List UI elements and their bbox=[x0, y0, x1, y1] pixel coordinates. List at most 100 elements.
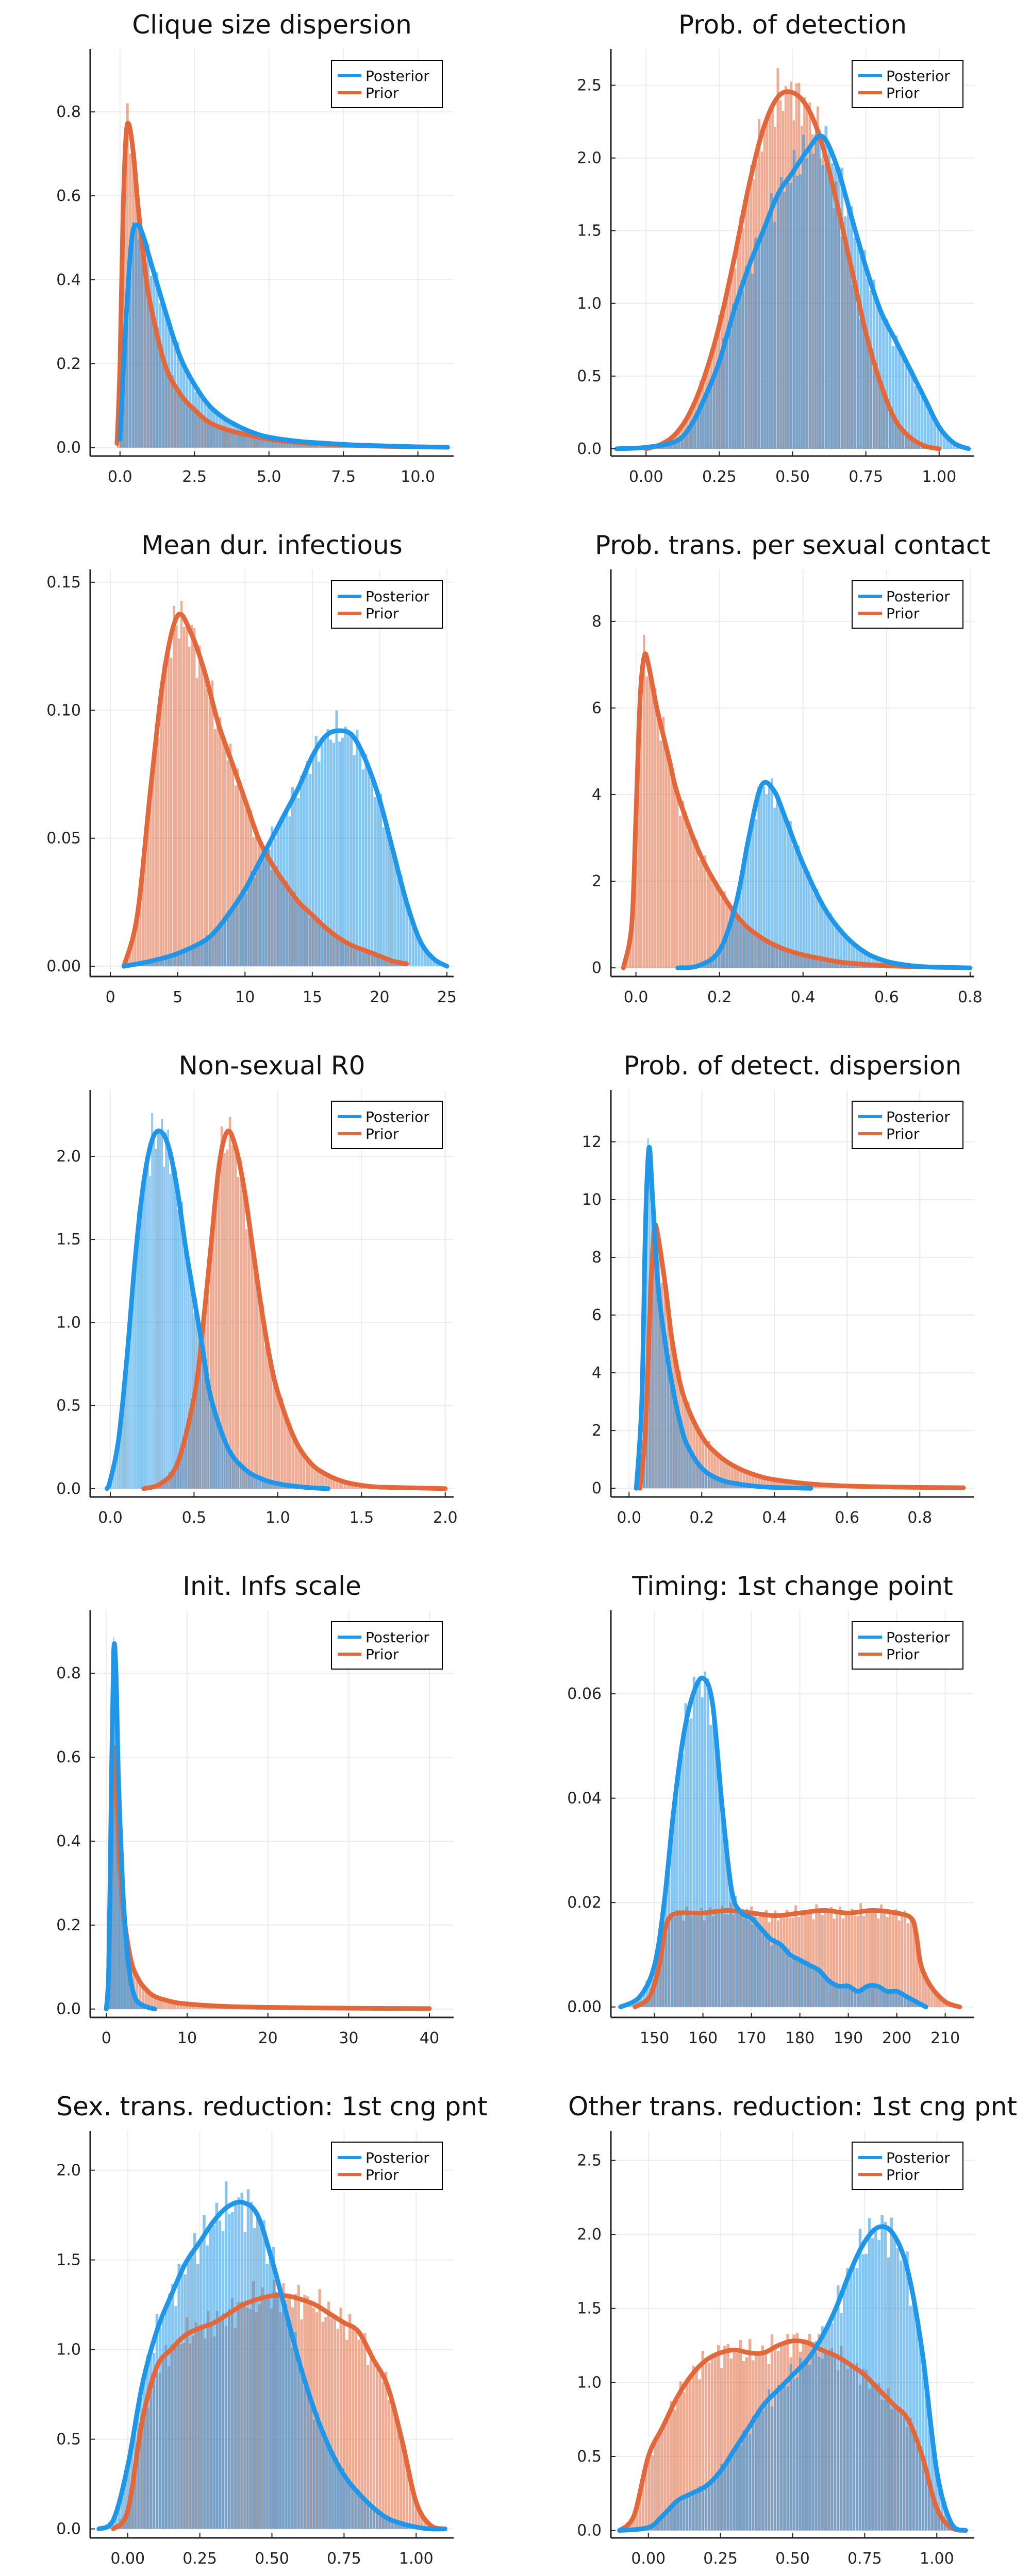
posterior-histogram-bar bbox=[728, 923, 731, 968]
x-tick-label: 0.25 bbox=[703, 2550, 738, 2568]
prior-histogram-bar bbox=[228, 1117, 231, 1489]
prior-histogram-bar bbox=[815, 1904, 818, 2007]
posterior-histogram-bar bbox=[709, 379, 712, 449]
y-tick-label: 0.0 bbox=[577, 2522, 602, 2540]
posterior-histogram-bar bbox=[188, 949, 191, 967]
posterior-histogram-bar bbox=[134, 1995, 135, 2009]
posterior-histogram-bar bbox=[698, 1462, 700, 1489]
posterior-histogram-bar bbox=[830, 163, 834, 449]
posterior-histogram-bar bbox=[863, 250, 866, 449]
posterior-histogram-bar bbox=[731, 1894, 734, 2007]
posterior-histogram-bar bbox=[290, 441, 293, 448]
prior-histogram-bar bbox=[224, 744, 227, 967]
posterior-density-line bbox=[618, 1675, 928, 2010]
prior-histogram-bar bbox=[871, 1908, 874, 2007]
posterior-histogram-bar bbox=[226, 911, 229, 967]
prior-histogram-bar bbox=[333, 2316, 336, 2529]
posterior-histogram-bar bbox=[332, 743, 335, 967]
prior-histogram-bar bbox=[930, 1988, 933, 2007]
posterior-histogram-bar bbox=[176, 952, 179, 967]
posterior-histogram-bar bbox=[742, 1918, 745, 2007]
posterior-histogram-bar bbox=[206, 402, 209, 448]
posterior-histogram-bar bbox=[690, 423, 693, 449]
posterior-histogram-bar bbox=[135, 223, 138, 448]
prior-histogram-bar bbox=[292, 1436, 294, 1489]
prior-histogram-bar bbox=[670, 770, 673, 968]
subplot-title: Prob. of detect. dispersion bbox=[624, 1051, 962, 1081]
prior-histogram-bar bbox=[723, 2346, 726, 2531]
prior-histogram-bar bbox=[330, 1476, 333, 1489]
legend-box bbox=[331, 1101, 443, 1149]
y-tick-label: 6 bbox=[592, 699, 602, 717]
posterior-histogram-bar bbox=[147, 1157, 149, 1489]
x-tick-label: 0.6 bbox=[874, 988, 899, 1006]
posterior-histogram-bar bbox=[278, 2288, 281, 2529]
posterior-histogram-bar bbox=[742, 2430, 745, 2531]
posterior-histogram-bar bbox=[676, 2500, 679, 2531]
posterior-density-line bbox=[121, 728, 450, 969]
posterior-histogram-bar bbox=[818, 131, 821, 449]
posterior-histogram-bar bbox=[682, 1427, 684, 1489]
prior-histogram-bar bbox=[346, 1483, 350, 1489]
prior-histogram-bar bbox=[142, 856, 144, 967]
posterior-histogram-bar bbox=[397, 875, 400, 967]
x-tick-label: 0 bbox=[106, 988, 115, 1006]
posterior-histogram-bar bbox=[233, 423, 236, 448]
prior-histogram-bar bbox=[731, 1464, 734, 1489]
posterior-histogram-bar bbox=[703, 1470, 705, 1489]
y-tick-label: 1.0 bbox=[577, 295, 602, 313]
prior-histogram-bar bbox=[670, 2401, 673, 2531]
posterior-histogram-bar bbox=[122, 1876, 123, 2009]
posterior-histogram-bar bbox=[397, 2522, 401, 2529]
posterior-histogram-bar bbox=[297, 2364, 300, 2529]
subplot-title: Non-sexual R0 bbox=[179, 1051, 365, 1081]
posterior-histogram-bar bbox=[698, 1679, 701, 2007]
y-tick-label: 0.06 bbox=[567, 1685, 602, 1703]
posterior-histogram-bar bbox=[918, 2344, 922, 2531]
prior-histogram-bar bbox=[720, 2368, 723, 2531]
posterior-histogram-bar bbox=[132, 1989, 134, 2009]
posterior-histogram-bar bbox=[234, 1455, 236, 1489]
prior-histogram-bar bbox=[795, 1482, 799, 1489]
posterior-histogram-bar bbox=[767, 2389, 771, 2531]
posterior-histogram-bar bbox=[673, 2502, 676, 2531]
prior-density-line bbox=[617, 2338, 968, 2533]
x-tick-label: 190 bbox=[834, 2029, 863, 2047]
posterior-histogram-bar bbox=[895, 1990, 898, 2007]
prior-histogram-bar bbox=[663, 2422, 667, 2531]
posterior-histogram-bar bbox=[684, 1440, 686, 1489]
legend-label-posterior: Posterior bbox=[886, 1108, 950, 1125]
posterior-histogram-bar bbox=[770, 193, 773, 449]
prior-histogram-bar bbox=[165, 1476, 169, 1489]
posterior-histogram-bar bbox=[243, 1470, 245, 1489]
posterior-histogram-bar bbox=[645, 1980, 648, 2007]
prior-histogram-bar bbox=[147, 1992, 151, 2009]
posterior-density-line bbox=[118, 223, 450, 450]
x-tick-label: 10 bbox=[177, 2029, 197, 2047]
posterior-histogram-bar bbox=[284, 2304, 288, 2529]
prior-histogram-bar bbox=[833, 1918, 836, 2007]
prior-histogram-bar bbox=[719, 1456, 722, 1489]
posterior-histogram-bar bbox=[205, 1367, 207, 1489]
posterior-histogram-bar bbox=[282, 813, 285, 967]
legend-label-posterior: Posterior bbox=[886, 588, 950, 605]
prior-histogram-bar bbox=[155, 723, 157, 967]
posterior-histogram-bar bbox=[236, 1458, 238, 1489]
x-tick-label: 0.00 bbox=[110, 2550, 145, 2568]
posterior-histogram-bar bbox=[314, 736, 318, 967]
posterior-histogram-bar bbox=[223, 1440, 225, 1489]
prior-histogram-bar bbox=[203, 674, 206, 967]
posterior-histogram-bar bbox=[909, 2305, 912, 2531]
posterior-histogram-bar bbox=[163, 1167, 165, 1489]
posterior-histogram-bar bbox=[165, 956, 168, 967]
posterior-histogram-bar bbox=[429, 954, 432, 967]
posterior-histogram-bar bbox=[187, 2258, 190, 2529]
posterior-histogram-bar bbox=[695, 2491, 698, 2531]
posterior-histogram-bar bbox=[388, 836, 391, 967]
prior-histogram-bar bbox=[273, 440, 276, 448]
posterior-histogram-bar bbox=[177, 1209, 179, 1489]
prior-histogram-bar bbox=[186, 2003, 189, 2009]
posterior-histogram-bar bbox=[124, 1915, 125, 2009]
y-tick-label: 1.0 bbox=[56, 1314, 81, 1332]
